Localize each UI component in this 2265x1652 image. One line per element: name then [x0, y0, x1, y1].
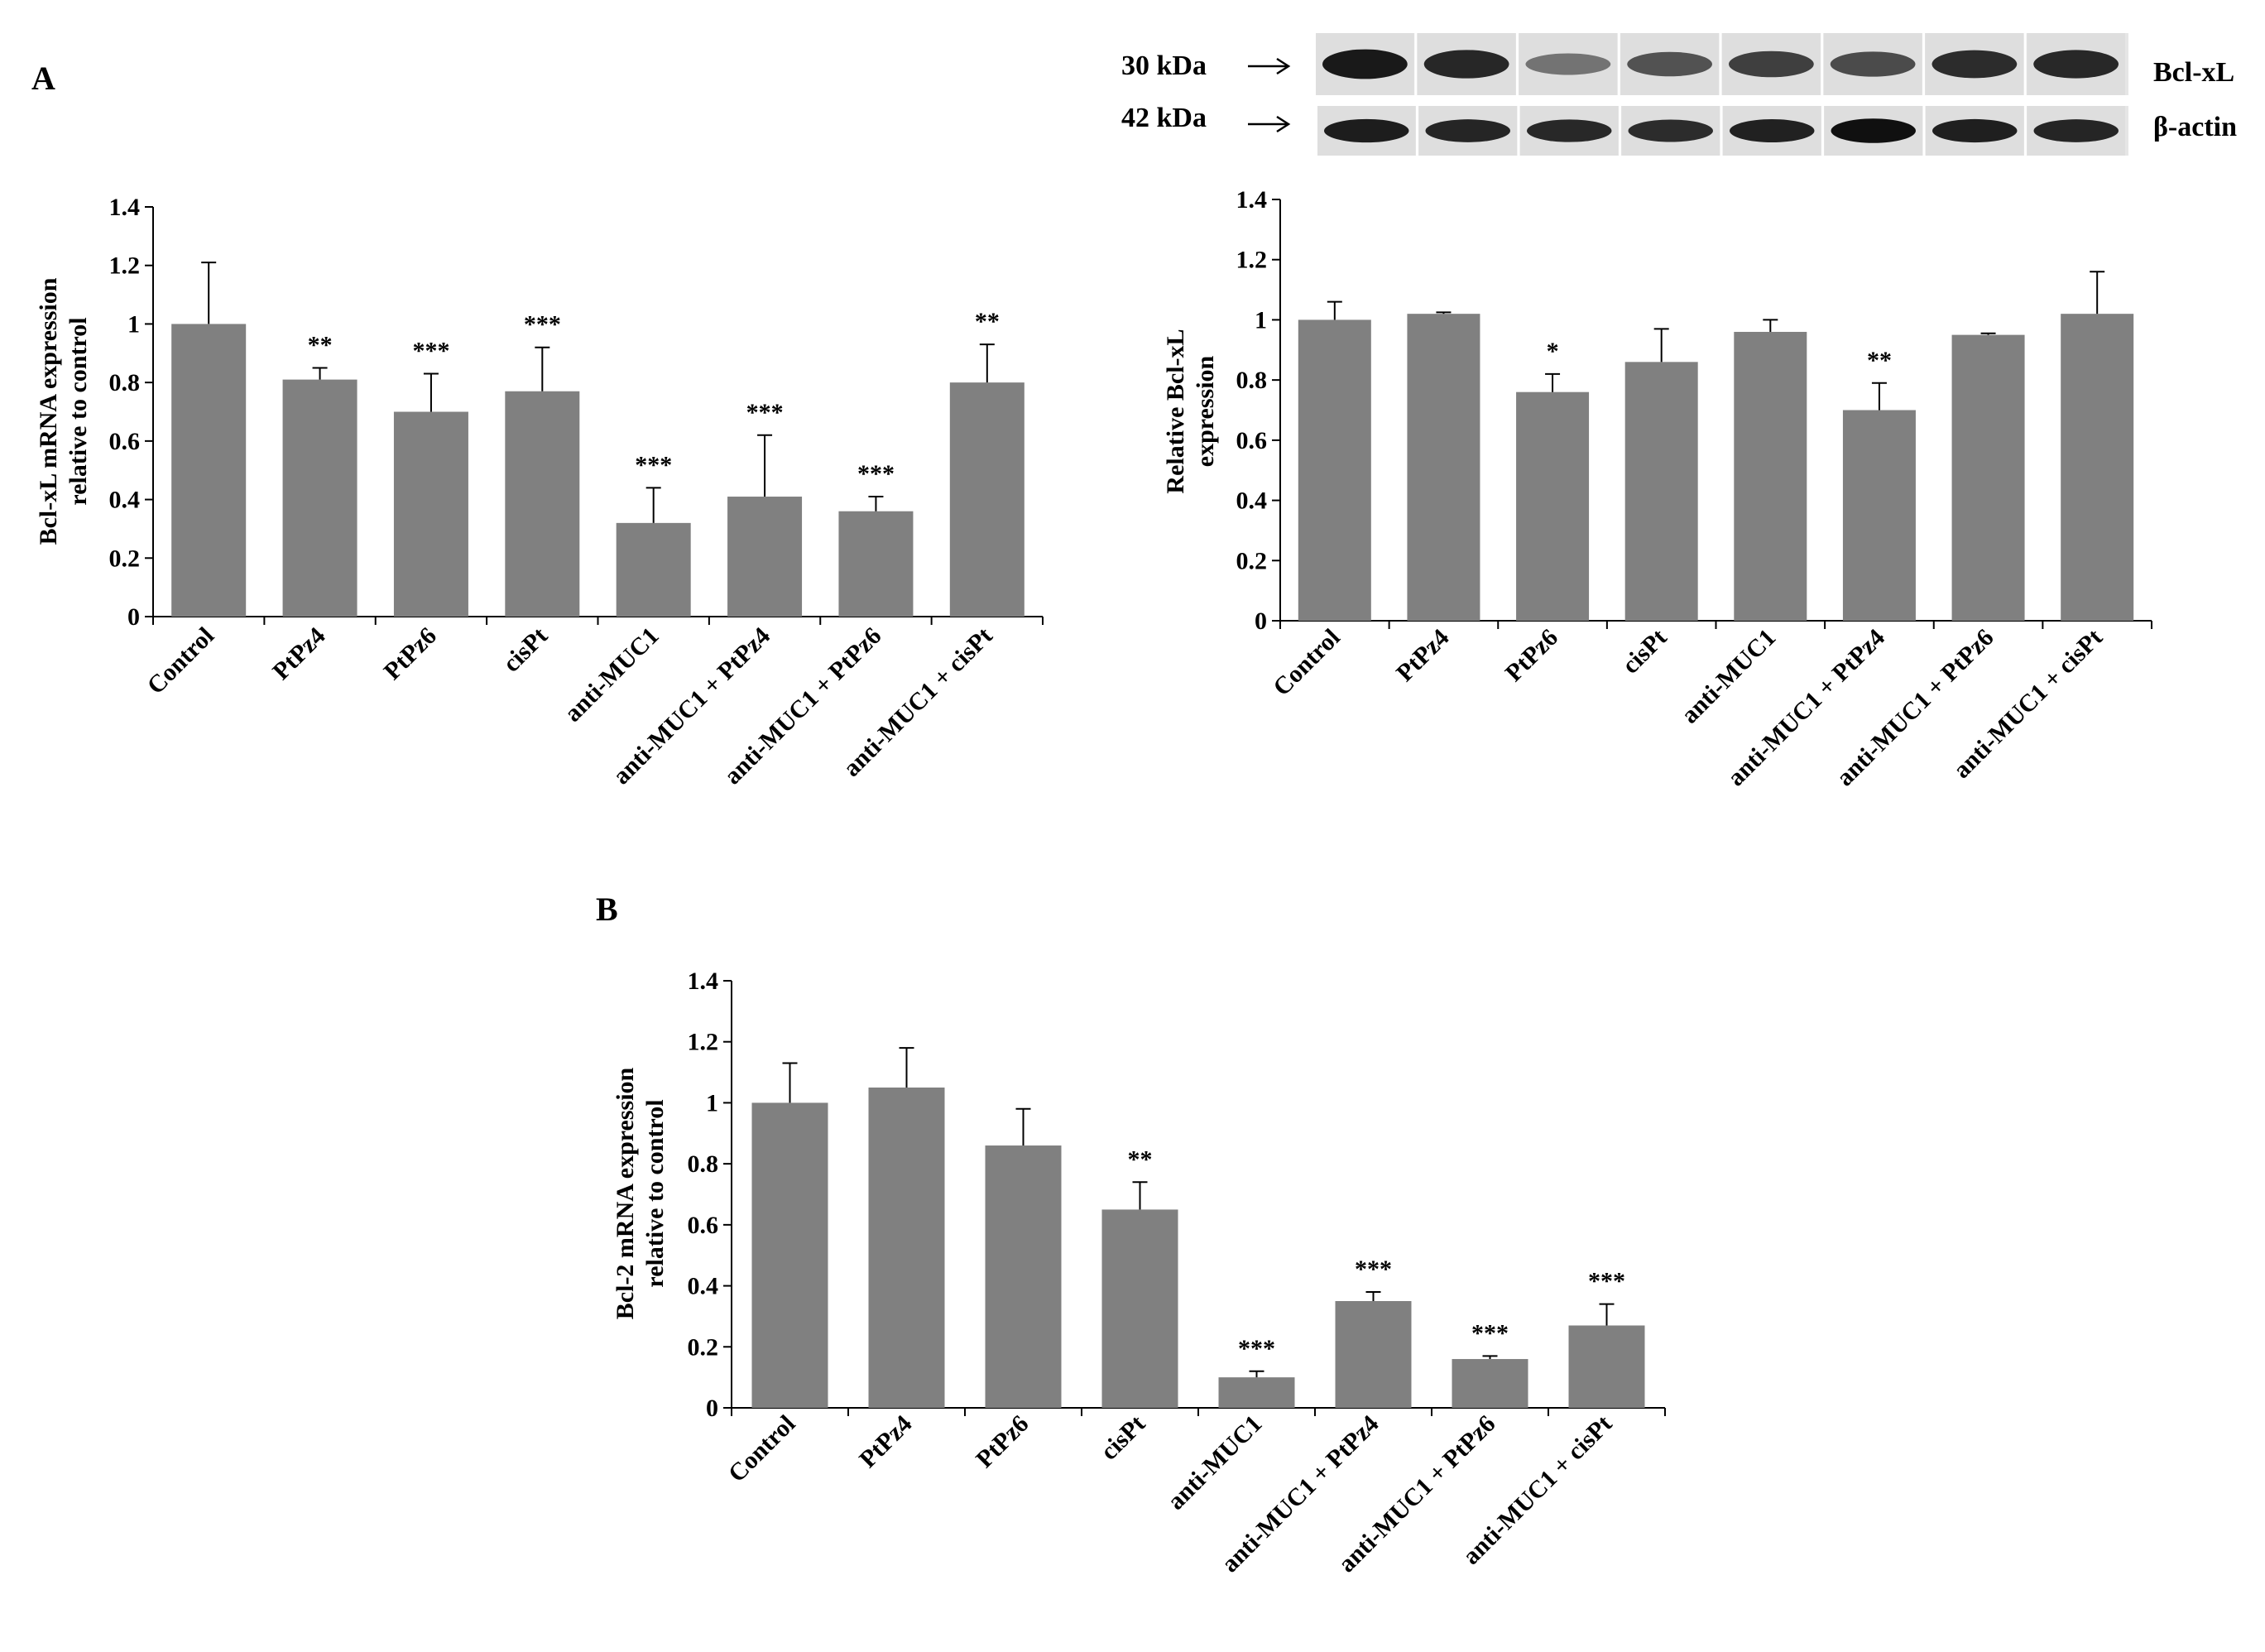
blot-band — [1628, 119, 1713, 142]
y-tick-label: 0 — [127, 603, 140, 631]
blot-protein-label-2: β-actin — [2153, 112, 2237, 142]
y-tick-label: 1 — [706, 1089, 718, 1117]
significance-marker: *** — [524, 311, 561, 339]
blot-band — [2033, 50, 2119, 79]
y-axis-title-line: Bcl-xL mRNA expression — [35, 277, 62, 545]
y-axis-title-line: Bcl-2 mRNA expression — [612, 1067, 639, 1319]
significance-marker: ** — [308, 331, 333, 358]
blot-band — [1525, 53, 1611, 75]
bar — [393, 411, 468, 617]
bar — [1516, 391, 1590, 621]
blot-band — [1830, 51, 1916, 77]
y-tick-label: 1.4 — [688, 968, 719, 995]
y-tick-label: 0.2 — [109, 545, 141, 572]
blot-marker-size-1: 30 kDa — [1121, 50, 1207, 81]
panel-b-label: B — [596, 891, 618, 928]
significance-marker: *** — [857, 460, 895, 487]
bar — [616, 522, 691, 617]
significance-marker: *** — [635, 451, 672, 478]
bar — [1452, 1359, 1528, 1408]
bar — [1101, 1209, 1178, 1408]
bar — [171, 324, 247, 617]
y-tick-label: 0.6 — [109, 428, 141, 455]
y-tick-label: 0.6 — [1236, 427, 1268, 454]
y-tick-label: 1 — [127, 310, 140, 338]
y-axis-title-line: Relative Bcl-xL — [1162, 329, 1189, 493]
significance-marker: ** — [1128, 1145, 1153, 1173]
blot-marker-size-2: 42 kDa — [1121, 103, 1207, 133]
blot-protein-label-1: Bcl-xL — [2153, 57, 2234, 88]
blot-band — [1425, 119, 1510, 142]
significance-marker: *** — [1238, 1335, 1275, 1362]
bar — [1568, 1325, 1645, 1408]
y-axis-title-line: relative to control — [641, 1099, 669, 1287]
significance-marker: *** — [412, 338, 449, 365]
blot-band — [1931, 50, 2018, 79]
y-axis-title: Relative Bcl-xL expression — [1162, 329, 1219, 493]
blot-band — [1932, 118, 2018, 143]
bar — [2061, 314, 2134, 621]
significance-marker: *** — [1355, 1256, 1392, 1283]
significance-marker: ** — [975, 308, 1000, 335]
y-tick-label: 1.2 — [688, 1029, 719, 1056]
panel-a-label: A — [31, 60, 55, 97]
bar — [949, 382, 1025, 617]
blot-band — [1324, 118, 1409, 143]
western-blot: 30 kDa 42 kDa Bcl-xL β-actin — [1121, 33, 2237, 156]
y-axis-title-line: relative to control — [65, 317, 92, 505]
y-axis-title: Bcl-2 mRNA expression relative to control — [612, 1067, 669, 1319]
bar — [1842, 410, 1916, 621]
significance-marker: *** — [1471, 1319, 1509, 1347]
blot-band — [1322, 49, 1408, 79]
bar — [1335, 1301, 1412, 1408]
blot-band — [1527, 119, 1612, 142]
bar — [868, 1088, 945, 1408]
bar — [1407, 314, 1480, 621]
y-tick-label: 1 — [1255, 306, 1267, 334]
y-tick-label: 0.6 — [688, 1212, 719, 1239]
blot-band — [1831, 118, 1916, 143]
y-tick-label: 0.4 — [109, 487, 141, 514]
bar — [727, 497, 803, 617]
y-tick-label: 1.4 — [109, 194, 141, 221]
significance-marker: *** — [746, 399, 784, 426]
bar — [985, 1145, 1062, 1408]
y-tick-label: 1.2 — [1236, 247, 1268, 274]
blot-band — [2033, 119, 2119, 142]
blot-band — [1627, 51, 1712, 77]
bar — [1734, 331, 1807, 621]
y-tick-label: 0.8 — [688, 1150, 719, 1178]
blot-lanes — [1316, 33, 2128, 156]
y-tick-label: 0.2 — [688, 1333, 719, 1361]
y-tick-label: 0 — [1255, 607, 1267, 635]
bar — [751, 1102, 828, 1408]
significance-marker: ** — [1867, 347, 1892, 374]
blot-band — [1423, 50, 1509, 79]
significance-marker: * — [1547, 338, 1559, 365]
y-axis-title: Bcl-xL mRNA expression relative to contro… — [35, 277, 92, 545]
bar — [1624, 362, 1698, 621]
blot-arrow-2 — [1248, 115, 1291, 133]
significance-marker: *** — [1588, 1268, 1625, 1295]
y-axis-title-line: expression — [1192, 355, 1219, 467]
y-tick-label: 0 — [706, 1395, 718, 1422]
y-tick-label: 0.8 — [109, 369, 141, 396]
bar — [1951, 334, 2025, 621]
blot-band — [1730, 119, 1815, 142]
bar — [282, 379, 358, 617]
blot-arrow-1 — [1248, 57, 1291, 75]
y-tick-label: 1.4 — [1236, 186, 1268, 214]
bar — [838, 511, 914, 617]
bar — [1298, 319, 1371, 621]
blot-band — [1729, 50, 1814, 78]
y-tick-label: 0.4 — [1236, 487, 1268, 515]
bar — [505, 391, 580, 617]
y-tick-label: 0.4 — [688, 1273, 719, 1300]
y-tick-label: 1.2 — [109, 252, 141, 280]
y-tick-label: 0.8 — [1236, 367, 1268, 394]
y-tick-label: 0.2 — [1236, 547, 1268, 574]
bar — [1218, 1377, 1295, 1408]
